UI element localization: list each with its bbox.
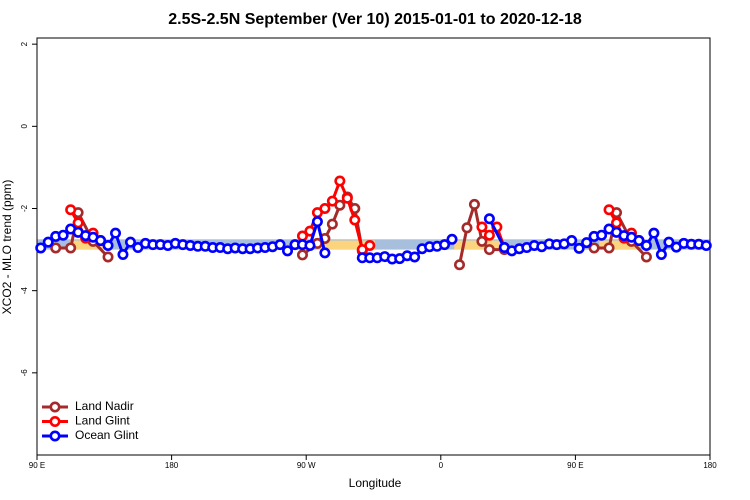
data-point	[72, 217, 84, 229]
data-point	[334, 175, 346, 187]
y-tick-label: 0	[20, 124, 29, 129]
data-point	[319, 202, 331, 214]
band	[319, 240, 375, 250]
data-point	[65, 242, 77, 254]
x-tick-label: 0	[439, 461, 444, 470]
data-point	[476, 221, 488, 233]
data-point	[483, 244, 495, 256]
data-point	[588, 242, 600, 254]
data-point	[326, 195, 338, 207]
y-axis-label: XCO2 - MLO trend (ppm)	[0, 180, 14, 315]
data-point	[282, 245, 294, 257]
data-point	[655, 249, 667, 261]
data-point	[319, 247, 331, 259]
data-point	[640, 239, 652, 251]
band	[454, 240, 501, 250]
data-point	[57, 229, 69, 241]
x-tick-label: 90 W	[297, 461, 316, 470]
data-point	[110, 227, 122, 239]
data-point	[102, 239, 114, 251]
data-point	[446, 233, 458, 245]
data-point	[581, 237, 593, 249]
data-point	[468, 198, 480, 210]
x-tick-label: 180	[165, 461, 179, 470]
data-point	[274, 239, 286, 251]
band	[69, 240, 105, 250]
y-tick-label: -6	[20, 369, 29, 377]
y-tick-label: -4	[20, 287, 29, 295]
data-point	[483, 213, 495, 225]
data-point	[596, 229, 608, 241]
data-point	[476, 235, 488, 247]
legend-label: Land Glint	[75, 414, 130, 428]
data-point	[461, 222, 473, 234]
data-point	[95, 235, 107, 247]
data-point	[42, 236, 54, 248]
data-point	[102, 251, 114, 263]
data-point	[304, 239, 316, 251]
data-point	[341, 192, 353, 204]
data-point	[453, 259, 465, 271]
data-point	[483, 229, 495, 241]
legend-marker	[49, 401, 61, 413]
x-tick-label: 90 E	[29, 461, 45, 470]
data-point	[648, 227, 660, 239]
x-tick-label: 90 E	[567, 461, 583, 470]
data-point	[296, 249, 308, 261]
data-point	[603, 242, 615, 254]
legend-marker	[49, 430, 61, 442]
data-point	[326, 218, 338, 230]
x-tick-label: 180	[703, 461, 717, 470]
data-point	[640, 251, 652, 263]
data-point	[603, 204, 615, 216]
data-point	[566, 235, 578, 247]
x-axis-label: Longitude	[349, 476, 402, 490]
legend-marker	[49, 415, 61, 427]
data-point	[611, 217, 623, 229]
data-point	[65, 204, 77, 216]
data-point	[633, 235, 645, 247]
chart-title: 2.5S-2.5N September (Ver 10) 2015-01-01 …	[168, 11, 582, 28]
data-point	[117, 249, 129, 261]
data-point	[124, 236, 136, 248]
legend-label: Land Nadir	[75, 399, 134, 413]
data-point	[35, 242, 47, 254]
y-tick-label: -2	[20, 204, 29, 212]
y-tick-label: 2	[20, 41, 29, 46]
data-point	[311, 216, 323, 228]
legend-label: Ocean Glint	[75, 428, 139, 442]
data-point	[700, 239, 712, 251]
data-point	[50, 242, 62, 254]
data-point	[573, 242, 585, 254]
data-point	[364, 239, 376, 251]
data-point	[439, 239, 451, 251]
band	[599, 240, 640, 250]
data-point	[349, 214, 361, 226]
data-point	[663, 236, 675, 248]
series	[35, 213, 712, 265]
data-point	[409, 251, 421, 263]
